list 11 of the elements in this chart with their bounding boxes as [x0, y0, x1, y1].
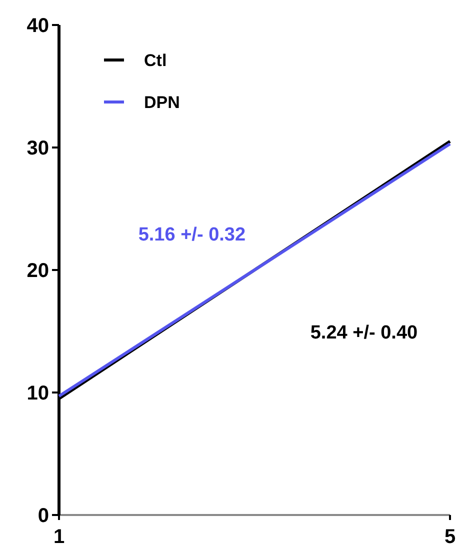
- y-tick-label: 0: [38, 505, 49, 527]
- y-tick-label: 30: [26, 138, 49, 160]
- y-tick-label: 40: [26, 15, 49, 37]
- legend-label: Ctl: [144, 51, 167, 70]
- y-tick-label: 20: [26, 260, 49, 282]
- x-tick-label: 5: [444, 526, 456, 548]
- y-tick-label: 10: [26, 382, 49, 404]
- x-tick-label: 1: [53, 526, 65, 548]
- annotation: 5.16 +/- 0.32: [138, 224, 246, 246]
- legend-label: DPN: [144, 93, 180, 112]
- annotation: 5.24 +/- 0.40: [310, 322, 418, 344]
